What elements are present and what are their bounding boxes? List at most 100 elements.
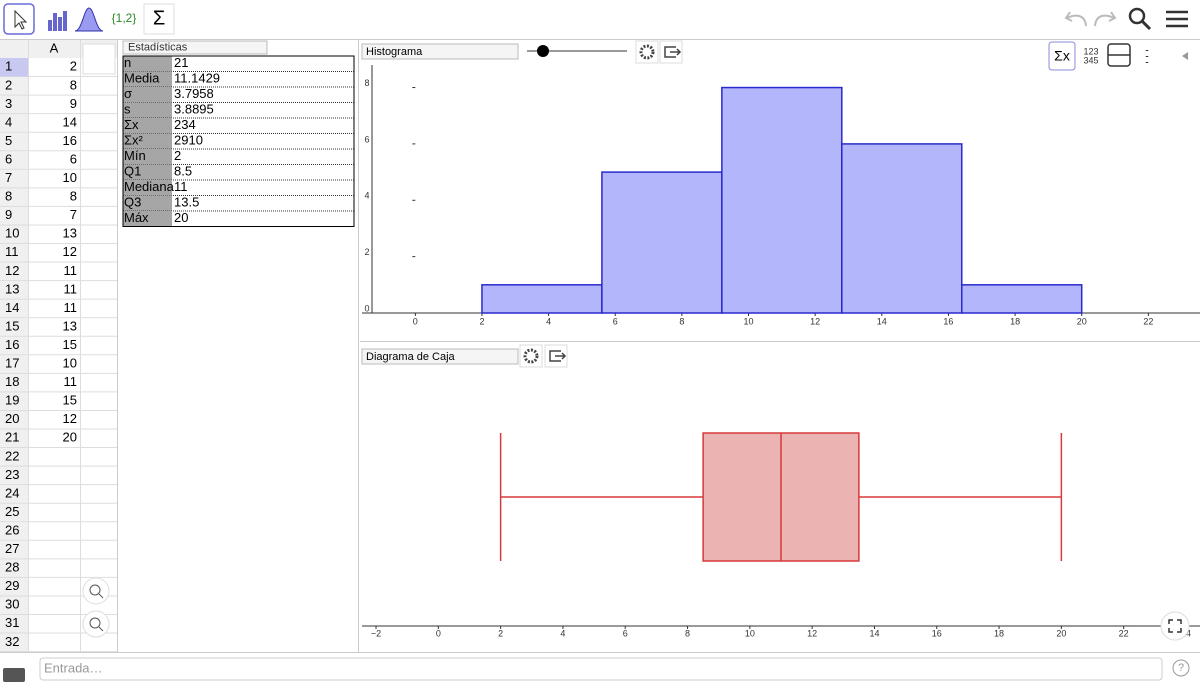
cell-value: 9	[70, 96, 77, 111]
cell-value: 12	[63, 411, 77, 426]
row-number: 28	[5, 560, 19, 575]
stats-select[interactable]	[122, 40, 268, 55]
row-number: 14	[5, 300, 19, 315]
stat-value: 20	[174, 210, 188, 225]
x-tick-label: 12	[810, 316, 820, 326]
x-tick-label: 8	[679, 316, 684, 326]
move-tool[interactable]	[3, 3, 35, 35]
stat-label-cell	[123, 180, 172, 196]
row-number: 8	[5, 189, 12, 204]
x-tick-label: 18	[994, 628, 1004, 638]
boxplot-select-label: Diagrama de Caja	[366, 351, 456, 363]
cell-value: 8	[70, 77, 77, 92]
x-tick-label: 4	[546, 316, 551, 326]
row-header-column	[0, 40, 28, 652]
row-number: 10	[5, 226, 19, 241]
stat-label-cell	[123, 87, 172, 103]
row-number: 7	[5, 170, 12, 185]
zoom-in[interactable]	[82, 577, 110, 605]
stat-label: Mín	[124, 148, 146, 163]
x-tick-label: 0	[436, 628, 441, 638]
undo[interactable]	[1064, 11, 1087, 27]
row-number: 2	[5, 77, 12, 92]
row-number: 24	[5, 485, 19, 500]
sheet-style-button[interactable]	[82, 43, 116, 75]
stat-value: 2	[174, 148, 181, 163]
fullscreen-button[interactable]	[1160, 611, 1190, 641]
row-number: 17	[5, 356, 19, 371]
row-number: 25	[5, 504, 19, 519]
cell-value: 10	[63, 356, 77, 371]
cell-value: 11	[64, 281, 78, 296]
search[interactable]	[1128, 7, 1152, 31]
help-button[interactable]	[1172, 659, 1190, 677]
stat-label: Σx²	[124, 133, 144, 148]
stat-label-cell	[123, 149, 172, 165]
boxplot-settings[interactable]	[519, 344, 543, 368]
x-tick-label: 16	[932, 628, 942, 638]
number-button-top[interactable]: 123	[1083, 46, 1098, 56]
cell-value: 15	[63, 337, 77, 352]
cell-value: 12	[63, 244, 77, 259]
row-number: 16	[5, 337, 19, 352]
row-number: 4	[5, 114, 12, 129]
cell-value: 6	[70, 151, 77, 166]
stat-label: Q1	[124, 164, 141, 179]
list-tool[interactable]: {1,2}	[112, 11, 137, 25]
stat-value: 3.8895	[174, 102, 214, 117]
slider-knob[interactable]	[537, 45, 549, 57]
histogram-select-label: Histograma	[366, 46, 423, 58]
stats-select-label: Estadísticas	[128, 41, 188, 53]
row-number: 27	[5, 541, 19, 556]
row-number: 30	[5, 597, 19, 612]
sum-tool-frame[interactable]	[143, 3, 175, 35]
row-number: 29	[5, 578, 19, 593]
help-label: ?	[1178, 662, 1184, 674]
number-button-bottom[interactable]: 345	[1083, 55, 1098, 65]
stat-label-cell	[123, 118, 172, 134]
row-number: 3	[5, 96, 12, 111]
x-tick-label: 22	[1119, 628, 1129, 638]
x-tick-label: 18	[1010, 316, 1020, 326]
stat-value: 13.5	[174, 195, 199, 210]
export-icon	[664, 46, 682, 58]
stat-label-cell	[123, 102, 172, 118]
zoom-out[interactable]	[82, 610, 110, 638]
stat-value: 2910	[174, 133, 203, 148]
row-number: 11	[5, 244, 19, 259]
row-number: 26	[5, 522, 19, 537]
stat-label-cell	[123, 56, 172, 72]
x-tick-label: 16	[943, 316, 953, 326]
distribution-tool[interactable]	[74, 7, 104, 32]
row-number: 19	[5, 393, 19, 408]
row-number: 9	[5, 207, 12, 222]
sum-button[interactable]	[1048, 41, 1076, 71]
histogram-select[interactable]	[361, 43, 519, 60]
x-tick-label: 0	[413, 316, 418, 326]
redo[interactable]	[1094, 11, 1117, 27]
cell-value: 8	[70, 189, 77, 204]
sum-tool[interactable]: Σ	[153, 7, 165, 29]
input-field[interactable]	[39, 657, 1163, 681]
menu[interactable]	[1166, 10, 1188, 28]
stat-label-cell	[123, 211, 172, 227]
cell-value: 7	[70, 207, 77, 222]
plots: 0 2 4 6 8 10 12 14 16 18 20 22 0 2 4 6 8 −2 0 2 4 6 8 10 12 14 16 1…	[362, 65, 1200, 638]
cell-value: 2	[70, 59, 77, 74]
keyboard-button[interactable]	[3, 668, 25, 682]
collapse-button[interactable]	[1182, 52, 1188, 60]
stat-label: σ	[124, 86, 132, 101]
boxplot-select[interactable]	[361, 348, 519, 365]
row-number: 31	[5, 615, 19, 630]
cell-value: 11	[64, 374, 78, 389]
x-tick-label: 6	[613, 316, 618, 326]
stat-value: 234	[174, 117, 196, 132]
histogram-settings[interactable]	[635, 40, 659, 64]
cell-value: 15	[63, 393, 77, 408]
x-tick-label: 10	[745, 628, 755, 638]
stat-value: 8.5	[174, 164, 192, 179]
y-tick-label: 0	[364, 303, 369, 313]
stat-label-cell	[123, 195, 172, 211]
bar-tool[interactable]	[41, 6, 71, 34]
